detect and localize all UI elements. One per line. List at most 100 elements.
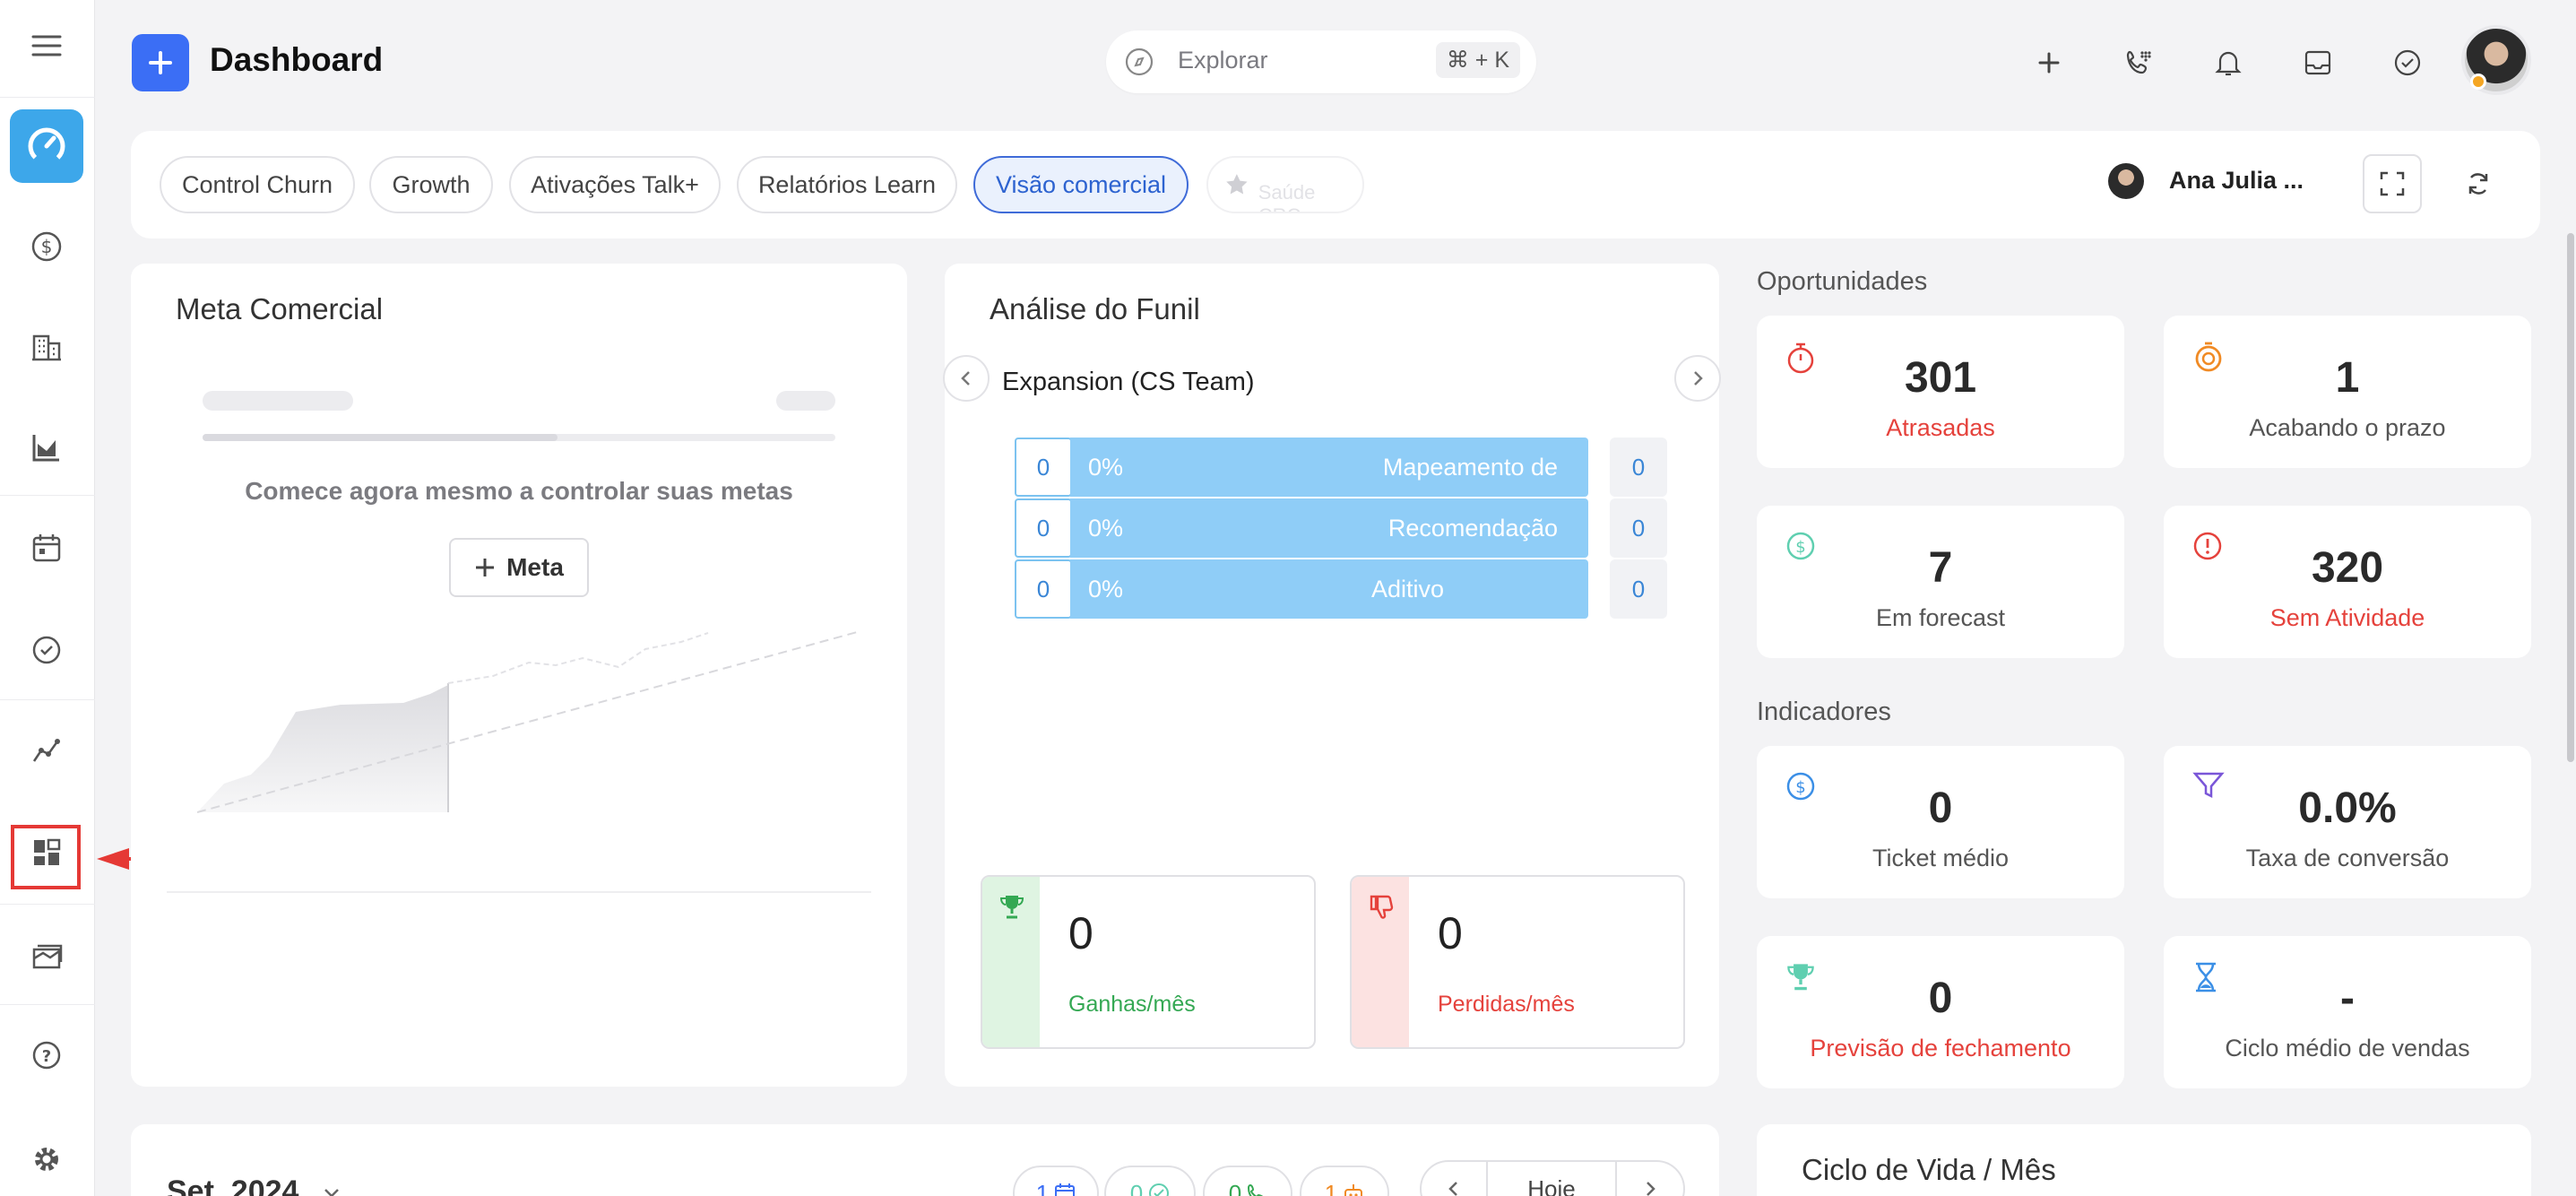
chip-count: 0 <box>1228 1179 1242 1196</box>
svg-text:$: $ <box>41 236 53 257</box>
tab-saude-crc[interactable]: Saúde CRC <box>1206 156 1364 213</box>
stat-previsao-fechamento[interactable]: 0 Previsão de fechamento <box>1757 936 2124 1088</box>
dashboard-owner-name[interactable]: Ana Julia ... <box>2169 167 2304 194</box>
stat-value: 0 <box>1928 784 1953 832</box>
meta-card-title: Meta Comercial <box>176 292 384 325</box>
reports-chart-icon[interactable] <box>10 411 83 484</box>
create-new-button[interactable] <box>132 34 189 91</box>
stat-taxa-conversao[interactable]: 0.0% Taxa de conversão <box>2164 746 2531 898</box>
stat-ciclo-medio-vendas[interactable]: - Ciclo médio de vendas <box>2164 936 2531 1088</box>
stat-acabando-prazo[interactable]: 1 Acabando o prazo <box>2164 316 2531 468</box>
stage-label: Aditivo <box>1371 576 1445 602</box>
dollar-circle-icon[interactable]: $ <box>10 210 83 283</box>
help-icon[interactable]: ? <box>10 1018 83 1092</box>
tasks-chip[interactable]: 0 <box>1104 1166 1196 1196</box>
search-input[interactable]: Explorar ⌘ + K <box>1106 30 1536 93</box>
campaigns-icon[interactable] <box>10 918 83 992</box>
funil-pipeline-name: Expansion (CS Team) <box>1002 368 1255 396</box>
lost-per-month-box[interactable]: 0 Perdidas/mês <box>1350 875 1685 1049</box>
calls-chip[interactable]: 0 <box>1203 1166 1292 1196</box>
lost-value: 0 <box>1438 908 1463 958</box>
next-date-button[interactable] <box>1617 1162 1683 1196</box>
refresh-button[interactable] <box>2456 161 2501 206</box>
funil-prev-button[interactable] <box>943 355 990 402</box>
chevron-left-icon <box>961 371 970 386</box>
chevron-right-icon <box>1694 371 1703 386</box>
funil-next-button[interactable] <box>1674 355 1721 402</box>
skeleton-bar <box>776 391 835 411</box>
stat-label: Taxa de conversão <box>2245 845 2450 871</box>
tab-ativacoes-talk[interactable]: Ativações Talk+ <box>509 156 721 213</box>
automations-chip[interactable]: 1 <box>1300 1166 1389 1196</box>
ciclo-vida-title: Ciclo de Vida / Mês <box>1802 1153 2056 1186</box>
chevron-right-icon <box>1647 1182 1655 1196</box>
menu-icon[interactable] <box>10 9 83 82</box>
phone-dialpad-icon[interactable] <box>2114 38 2164 88</box>
phone-icon <box>1248 1183 1264 1196</box>
month-selector[interactable]: Set, 2024 <box>167 1174 340 1196</box>
sidebar: $ ? <box>0 0 95 1196</box>
calendar-icon[interactable] <box>10 511 83 585</box>
tasks-check-icon[interactable] <box>2382 38 2433 88</box>
today-button[interactable]: Hoje <box>1488 1162 1617 1196</box>
stat-ticket-medio[interactable]: $ 0 Ticket médio <box>1757 746 2124 898</box>
funil-card-title: Análise do Funil <box>990 292 1200 325</box>
won-per-month-box[interactable]: 0 Ganhas/mês <box>981 875 1316 1049</box>
check-circle-icon[interactable] <box>10 613 83 687</box>
won-value: 0 <box>1068 908 1094 958</box>
stage-bar: 0% Aditivo <box>1070 559 1588 619</box>
meta-comercial-card: Meta Comercial Comece agora mesmo a cont… <box>131 264 907 1087</box>
funil-stage-row[interactable]: 0 0% Mapeamento de 0 <box>1015 438 1667 497</box>
stage-bar: 0% Mapeamento de <box>1070 438 1588 497</box>
fullscreen-button[interactable] <box>2363 154 2422 213</box>
tab-control-churn[interactable]: Control Churn <box>160 156 355 213</box>
dashboard-gauge-icon[interactable] <box>10 109 83 183</box>
prev-date-button[interactable] <box>1422 1162 1488 1196</box>
inbox-icon[interactable] <box>2293 38 2343 88</box>
stat-atrasadas[interactable]: 301 Atrasadas <box>1757 316 2124 468</box>
won-label: Ganhas/mês <box>1068 992 1196 1017</box>
page-scrollbar[interactable] <box>2567 233 2574 762</box>
funil-stage-row[interactable]: 0 0% Recomendação 0 <box>1015 498 1667 558</box>
bell-icon[interactable] <box>2203 38 2253 88</box>
analytics-icon[interactable] <box>10 714 83 787</box>
svg-text:?: ? <box>42 1047 51 1066</box>
stat-em-forecast[interactable]: $ 7 Em forecast <box>1757 506 2124 658</box>
stat-label: Previsão de fechamento <box>1810 1035 2071 1062</box>
ciclo-vida-card: Ciclo de Vida / Mês <box>1757 1124 2531 1196</box>
plus-icon <box>476 559 495 576</box>
timer-icon <box>2195 342 2222 372</box>
stage-end-count: 0 <box>1610 438 1667 497</box>
tab-growth[interactable]: Growth <box>369 156 493 213</box>
oportunidades-heading: Oportunidades <box>1757 267 1928 296</box>
building-icon[interactable] <box>10 310 83 384</box>
funil-stage-row[interactable]: 0 0% Aditivo 0 <box>1015 559 1667 619</box>
tab-relatorios-learn[interactable]: Relatórios Learn <box>737 156 957 213</box>
stage-count: 0 <box>1015 498 1072 558</box>
chip-count: 1 <box>1324 1179 1338 1196</box>
settings-gear-icon[interactable] <box>10 1122 83 1196</box>
page-title: Dashboard <box>210 41 384 78</box>
tab-visao-comercial[interactable]: Visão comercial <box>973 156 1189 213</box>
dashboards-grid-icon[interactable] <box>10 816 83 889</box>
stat-label: Em forecast <box>1875 604 2006 631</box>
lost-strip <box>1352 877 1409 1047</box>
funnel-icon <box>2192 772 2225 799</box>
stat-label: Sem Atividade <box>2269 604 2425 631</box>
hourglass-icon <box>2196 962 2216 992</box>
dashboard-owner-avatar <box>2108 163 2144 199</box>
calendar-icon <box>1055 1183 1076 1196</box>
tab-saude-crc-label: Saúde CRC <box>1258 181 1316 212</box>
add-icon[interactable] <box>2024 38 2074 88</box>
stat-sem-atividade[interactable]: 320 Sem Atividade <box>2164 506 2531 658</box>
events-chip[interactable]: 1 <box>1013 1166 1099 1196</box>
placeholder-chart-illustration <box>197 630 860 813</box>
stage-count: 0 <box>1015 559 1072 619</box>
divider <box>167 891 871 893</box>
search-shortcut-badge: ⌘ + K <box>1435 42 1520 78</box>
stage-percent: 0% <box>1088 454 1124 481</box>
skeleton-progress-fill <box>203 434 558 441</box>
add-meta-button[interactable]: Meta <box>449 538 589 597</box>
stage-end-count: 0 <box>1610 498 1667 558</box>
month-label: Set, 2024 <box>167 1174 299 1196</box>
